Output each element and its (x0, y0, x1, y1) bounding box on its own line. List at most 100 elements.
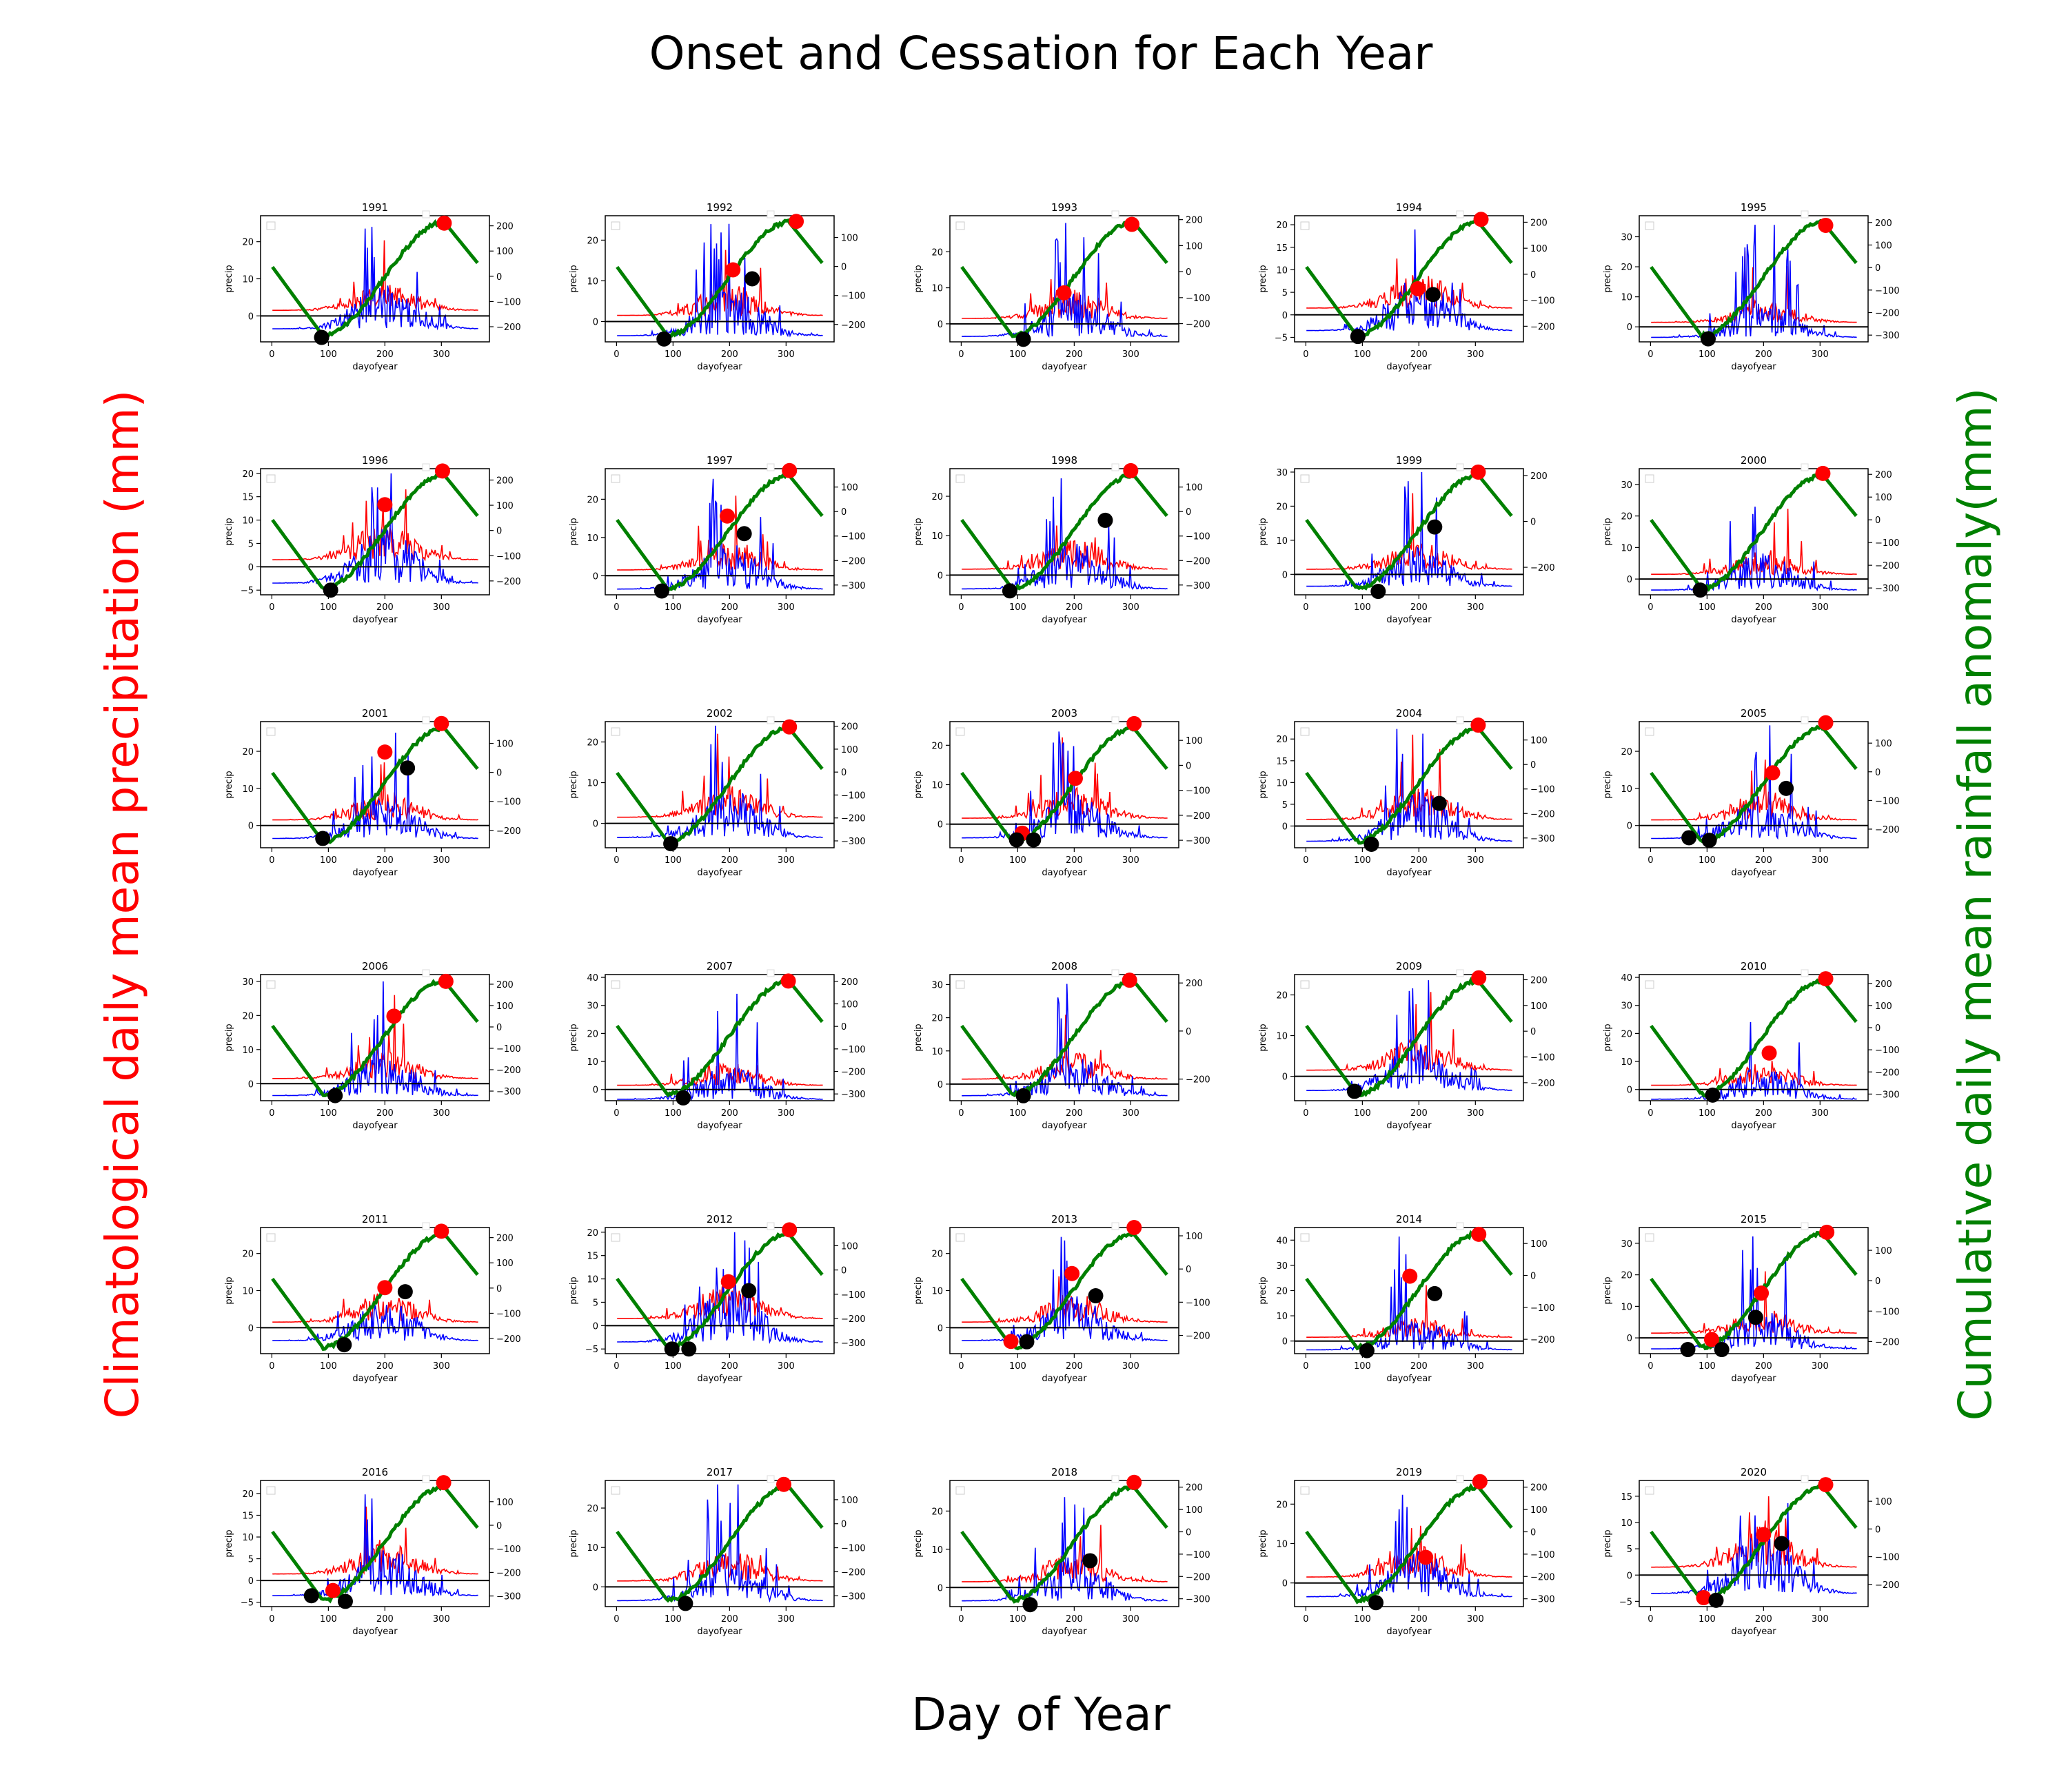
x-tick-label: 100 (665, 1614, 682, 1625)
subplot-frame (260, 721, 490, 848)
x-tick-label: 100 (1699, 349, 1716, 360)
precip-series-blue (1306, 980, 1512, 1092)
onset-marker (1402, 1268, 1418, 1284)
x-tick-label: 200 (721, 602, 738, 613)
y2-tick-label: −200 (1530, 1079, 1555, 1089)
subplot-frame (1639, 1480, 1869, 1607)
subplot-y-axis-label: precip (913, 1529, 924, 1557)
legend-box (1300, 980, 1310, 989)
y-tick-label: 30 (1621, 233, 1632, 243)
x-tick-label: 0 (614, 1108, 619, 1119)
subplot-2006: 0 100 200 300 dayofyear 0 10 20 30 precip −300 −200… (224, 960, 521, 1131)
legend-box (611, 1233, 620, 1242)
subplot-x-axis-label: dayofyear (352, 1627, 398, 1637)
y2-tick-label: 100 (841, 483, 858, 493)
onset-marker (1470, 717, 1486, 733)
legend-box-top (1111, 210, 1119, 218)
x-tick-label: 100 (1699, 602, 1716, 613)
x-tick-label: 200 (721, 349, 738, 360)
y-tick-label: 20 (931, 1507, 943, 1517)
legend-box-top (767, 1222, 775, 1230)
subplot-title: 1995 (1741, 201, 1767, 214)
subplot-y-axis-label: precip (913, 1276, 924, 1304)
x-tick-label: 0 (1303, 1361, 1308, 1372)
cessation-marker (1346, 1083, 1362, 1099)
x-tick-label: 100 (320, 1614, 337, 1625)
subplot-frame (1294, 468, 1524, 595)
y2-tick-label: 200 (1186, 979, 1203, 989)
subplot-title: 2002 (707, 707, 733, 720)
precip-series-red (1651, 1060, 1857, 1088)
y-tick-label: 0 (1282, 1337, 1288, 1347)
subplot-2005: 0 100 200 300 dayofyear 0 10 20 precip −200 −100 0 1… (1603, 707, 1900, 878)
subplot-x-axis-label: dayofyear (1386, 362, 1432, 372)
subplot-x-axis-label: dayofyear (352, 615, 398, 625)
precip-series-blue (272, 981, 478, 1098)
x-tick-label: 0 (1303, 349, 1308, 360)
subplot-frame (605, 974, 835, 1101)
y2-tick-label: 0 (496, 527, 502, 537)
precip-series-red (617, 1267, 823, 1321)
onset-marker (1126, 1474, 1142, 1490)
onset-marker (789, 214, 804, 230)
cessation-marker (741, 1283, 757, 1299)
onset-marker (1818, 971, 1834, 987)
subplot-2001: 0 100 200 300 dayofyear 0 10 20 precip −200 −100 0 1… (224, 707, 521, 878)
subplot-title: 1997 (707, 454, 733, 467)
subplot-x-axis-label: dayofyear (1042, 1121, 1087, 1131)
x-tick-label: 100 (1354, 349, 1371, 360)
legend-box-top (1456, 1222, 1464, 1230)
x-tick-label: 100 (1699, 1614, 1716, 1625)
precip-series-red (617, 1061, 823, 1086)
y-tick-label: 10 (242, 1287, 254, 1297)
cessation-marker (664, 1341, 680, 1357)
cumulative-anomaly-line (616, 218, 824, 340)
onset-marker (377, 497, 393, 513)
subplot-x-axis-label: dayofyear (1042, 868, 1087, 878)
precip-series-blue (1651, 507, 1857, 591)
x-tick-label: 300 (1122, 855, 1139, 866)
subplot-frame (605, 1227, 835, 1354)
x-tick-label: 200 (376, 1108, 394, 1119)
y-tick-label: 0 (1282, 311, 1288, 321)
x-tick-label: 100 (665, 349, 682, 360)
cessation-marker (1019, 1334, 1035, 1350)
x-tick-label: 200 (1755, 1614, 1772, 1625)
y-tick-label: −5 (241, 1598, 254, 1609)
y2-tick-label: −100 (1875, 1046, 1900, 1056)
y-tick-label: 0 (593, 571, 598, 582)
precip-series-blue (617, 725, 823, 839)
x-tick-label: 300 (1812, 349, 1829, 360)
x-tick-label: 200 (376, 855, 394, 866)
subplot-frame (260, 1480, 490, 1607)
subplot-y-axis-label: precip (913, 1024, 924, 1051)
onset-marker (782, 1222, 798, 1238)
subplot-title: 2011 (362, 1213, 388, 1225)
onset-marker (1471, 1226, 1487, 1242)
y-tick-label: 10 (587, 1057, 598, 1068)
y-tick-label: 10 (931, 1047, 943, 1057)
subplot-y-axis-label: precip (1258, 771, 1268, 798)
legend-box (955, 1233, 965, 1242)
y-tick-label: 20 (931, 492, 943, 502)
legend-box-top (1111, 1222, 1119, 1230)
x-tick-label: 200 (721, 1614, 738, 1625)
legend-box-top (1801, 716, 1809, 724)
cessation-marker (1015, 1088, 1031, 1103)
y-tick-label: 30 (1621, 1239, 1632, 1250)
subplot-frame (1639, 468, 1869, 595)
subplot-title: 1993 (1051, 201, 1077, 214)
x-tick-label: 200 (1755, 1108, 1772, 1119)
y2-tick-label: −300 (841, 1090, 866, 1100)
x-tick-label: 100 (1699, 855, 1716, 866)
subplot-x-axis-label: dayofyear (1731, 1121, 1776, 1131)
y-tick-label: −5 (1619, 1597, 1632, 1607)
cessation-marker (1425, 287, 1441, 303)
x-tick-label: 300 (1122, 1108, 1139, 1119)
y-tick-label: 0 (1627, 323, 1632, 333)
x-tick-label: 0 (958, 1361, 964, 1372)
legend-box (1645, 474, 1654, 483)
y-tick-label: 10 (931, 531, 943, 542)
subplot-frame (1639, 215, 1869, 343)
y2-tick-label: 200 (1186, 216, 1203, 226)
